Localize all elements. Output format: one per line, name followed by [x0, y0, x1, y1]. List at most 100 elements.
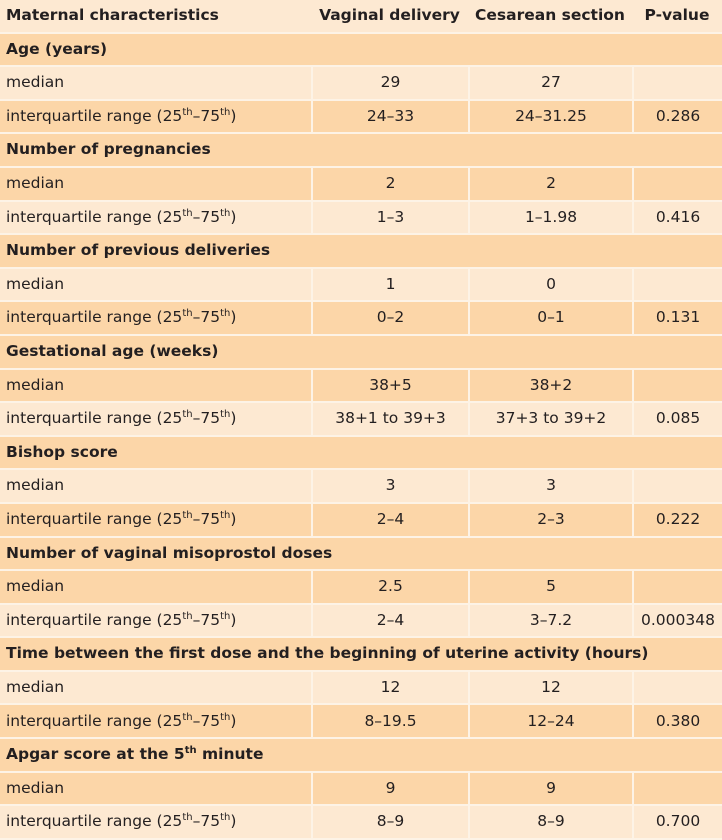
iqr-label-sup-75: th: [220, 610, 231, 622]
header-row: Maternal characteristics Vaginal deliver…: [0, 0, 722, 34]
header-p-value: P-value: [632, 0, 722, 34]
table-cell: 2–3: [468, 503, 632, 538]
table-cell: 0.085: [632, 403, 722, 437]
section-title-suffix: minute: [196, 745, 264, 764]
iqr-label-mid: –75: [192, 409, 221, 428]
table-cell: [632, 571, 722, 605]
table-cell: 0: [468, 268, 632, 303]
table-cell: 0.380: [632, 705, 722, 740]
section-title: Gestational age (weeks): [0, 335, 722, 370]
iqr-label-mid: –75: [192, 106, 221, 125]
section-title: Number of previous deliveries: [0, 235, 722, 269]
table-cell: [632, 167, 722, 202]
section-title-row: Number of pregnancies: [0, 134, 722, 168]
table-cell: 2–4: [311, 503, 468, 538]
table-cell: 0.286: [632, 100, 722, 135]
table-cell: 8–19.5: [311, 705, 468, 740]
row-label-median: median: [0, 369, 311, 404]
row-label-iqr: interquartile range (25th–75th): [0, 403, 311, 437]
section-title-text: Number of pregnancies: [6, 140, 211, 159]
row-label-median: median: [0, 167, 311, 202]
iqr-label-prefix: interquartile range (25: [6, 509, 183, 528]
iqr-label-sup-25: th: [182, 610, 193, 622]
iqr-label-suffix: ): [230, 711, 237, 730]
table-row: interquartile range (25th–75th) 8–19.5 12–…: [0, 705, 722, 740]
table-cell: 8–9: [468, 806, 632, 840]
table-cell: 38+1 to 39+3: [311, 403, 468, 437]
iqr-label-sup-75: th: [220, 106, 231, 118]
table-cell: [632, 369, 722, 404]
row-label-iqr: interquartile range (25th–75th): [0, 604, 311, 639]
iqr-label-sup-75: th: [220, 409, 231, 421]
section-title-row: Time between the first dose and the begi…: [0, 638, 722, 672]
section-title-superscript: th: [184, 744, 197, 756]
iqr-label-mid: –75: [192, 711, 221, 730]
table-row: median 12 12: [0, 671, 722, 706]
iqr-label-sup-25: th: [182, 812, 193, 824]
section-title-text: Time between the first dose and the begi…: [6, 644, 649, 663]
section-title: Apgar score at the 5th minute: [0, 739, 722, 773]
table-cell: 38+2: [468, 369, 632, 404]
table-cell: [632, 470, 722, 504]
section-title-text: Apgar score at the 5: [6, 745, 185, 764]
iqr-label-prefix: interquartile range (25: [6, 207, 183, 226]
iqr-label-prefix: interquartile range (25: [6, 308, 183, 327]
section-title-row: Gestational age (weeks): [0, 335, 722, 370]
table-cell: 0.700: [632, 806, 722, 840]
table-cell: [632, 772, 722, 807]
iqr-label-sup-75: th: [220, 812, 231, 824]
table-cell: 3: [311, 470, 468, 504]
table-cell: 37+3 to 39+2: [468, 403, 632, 437]
iqr-label-suffix: ): [230, 409, 237, 428]
table-body: Age (years) median 29 27 interquartile range…: [0, 33, 722, 840]
section-title: Number of vaginal misoprostol doses: [0, 537, 722, 572]
table-row: median 3 3: [0, 470, 722, 504]
table-cell: 12: [468, 671, 632, 706]
row-label-median: median: [0, 67, 311, 101]
table-row: interquartile range (25th–75th) 0–2 0–1 0.1…: [0, 302, 722, 336]
table-cell: 24–31.25: [468, 100, 632, 135]
iqr-label-sup-25: th: [182, 509, 193, 521]
iqr-label-sup-75: th: [220, 308, 231, 320]
table-cell: 0.000348: [632, 604, 722, 639]
section-title-row: Number of previous deliveries: [0, 235, 722, 269]
table-cell: 27: [468, 67, 632, 101]
section-title-text: Number of vaginal misoprostol doses: [6, 543, 333, 562]
row-label-iqr: interquartile range (25th–75th): [0, 503, 311, 538]
table-row: interquartile range (25th–75th) 38+1 to 3…: [0, 403, 722, 437]
iqr-label-sup-75: th: [220, 711, 231, 723]
table-cell: 1–1.98: [468, 201, 632, 236]
table-cell: 9: [311, 772, 468, 807]
table-row: median 9 9: [0, 772, 722, 807]
table-row: median 2.5 5: [0, 571, 722, 605]
table-cell: 12: [311, 671, 468, 706]
table-row: median 2 2: [0, 167, 722, 202]
header-vaginal-delivery: Vaginal delivery: [311, 0, 468, 34]
iqr-label-sup-25: th: [182, 207, 193, 219]
table-cell: 2: [311, 167, 468, 202]
iqr-label-suffix: ): [230, 207, 237, 226]
iqr-label-prefix: interquartile range (25: [6, 610, 183, 629]
table-cell: 12–24: [468, 705, 632, 740]
section-title: Bishop score: [0, 436, 722, 471]
iqr-label-suffix: ): [230, 106, 237, 125]
table-cell: [632, 671, 722, 706]
table-row: median 1 0: [0, 268, 722, 303]
section-title-text: Bishop score: [6, 442, 118, 461]
table-row: interquartile range (25th–75th) 1–3 1–1.98…: [0, 201, 722, 236]
table-cell: 9: [468, 772, 632, 807]
iqr-label-mid: –75: [192, 509, 221, 528]
section-title-row: Age (years): [0, 33, 722, 68]
table-cell: 38+5: [311, 369, 468, 404]
table-row: median 38+5 38+2: [0, 369, 722, 404]
table-row: interquartile range (25th–75th) 24–33 24–3…: [0, 100, 722, 135]
table-cell: 3: [468, 470, 632, 504]
iqr-label-sup-75: th: [220, 207, 231, 219]
table-cell: 1: [311, 268, 468, 303]
table-cell: 2: [468, 167, 632, 202]
table-cell: [632, 268, 722, 303]
row-label-median: median: [0, 571, 311, 605]
section-title-row: Bishop score: [0, 436, 722, 471]
table-cell: 29: [311, 67, 468, 101]
